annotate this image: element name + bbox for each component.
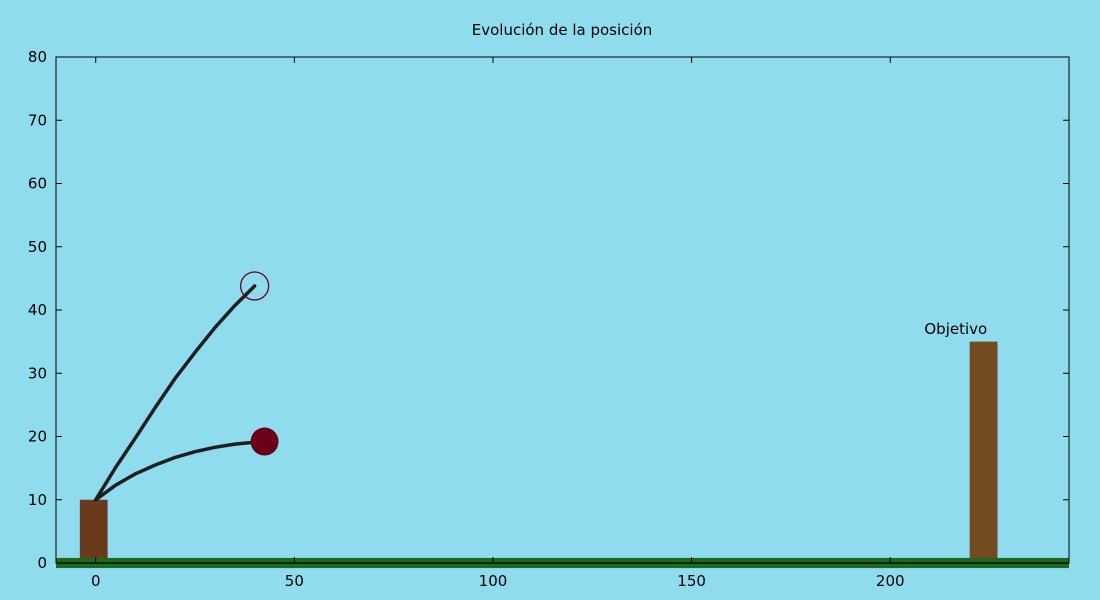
y-tick-label: 50 <box>28 238 47 256</box>
target-tower <box>969 341 998 563</box>
y-tick-label: 10 <box>28 491 47 509</box>
trajectory-line-2 <box>93 439 267 502</box>
launch-tower <box>79 499 108 563</box>
x-tick-label: 200 <box>876 572 905 590</box>
y-tick-label: 30 <box>28 364 47 382</box>
x-tick-label: 0 <box>91 572 101 590</box>
plot-area: Objetivo 0 50 100 150 200 0 10 20 30 40 50 60 70 80 <box>28 48 1070 590</box>
chart-title: Evolución de la posición <box>472 21 653 39</box>
x-tick-label: 150 <box>677 572 706 590</box>
y-tick-label: 70 <box>28 111 47 129</box>
projectile-marker-filled <box>250 427 279 456</box>
trajectory-line-1 <box>93 284 257 502</box>
x-tick-label: 50 <box>285 572 304 590</box>
y-tick-label: 20 <box>28 428 47 446</box>
y-tick-label: 80 <box>28 48 47 66</box>
x-tick-label: 100 <box>479 572 508 590</box>
y-tick-label: 0 <box>37 554 47 572</box>
y-tick-label: 40 <box>28 301 47 319</box>
y-tick-label: 60 <box>28 175 47 193</box>
plot-background <box>56 57 1069 563</box>
annotation-label: Objetivo <box>924 320 987 338</box>
projectile-marker-open <box>239 271 270 301</box>
